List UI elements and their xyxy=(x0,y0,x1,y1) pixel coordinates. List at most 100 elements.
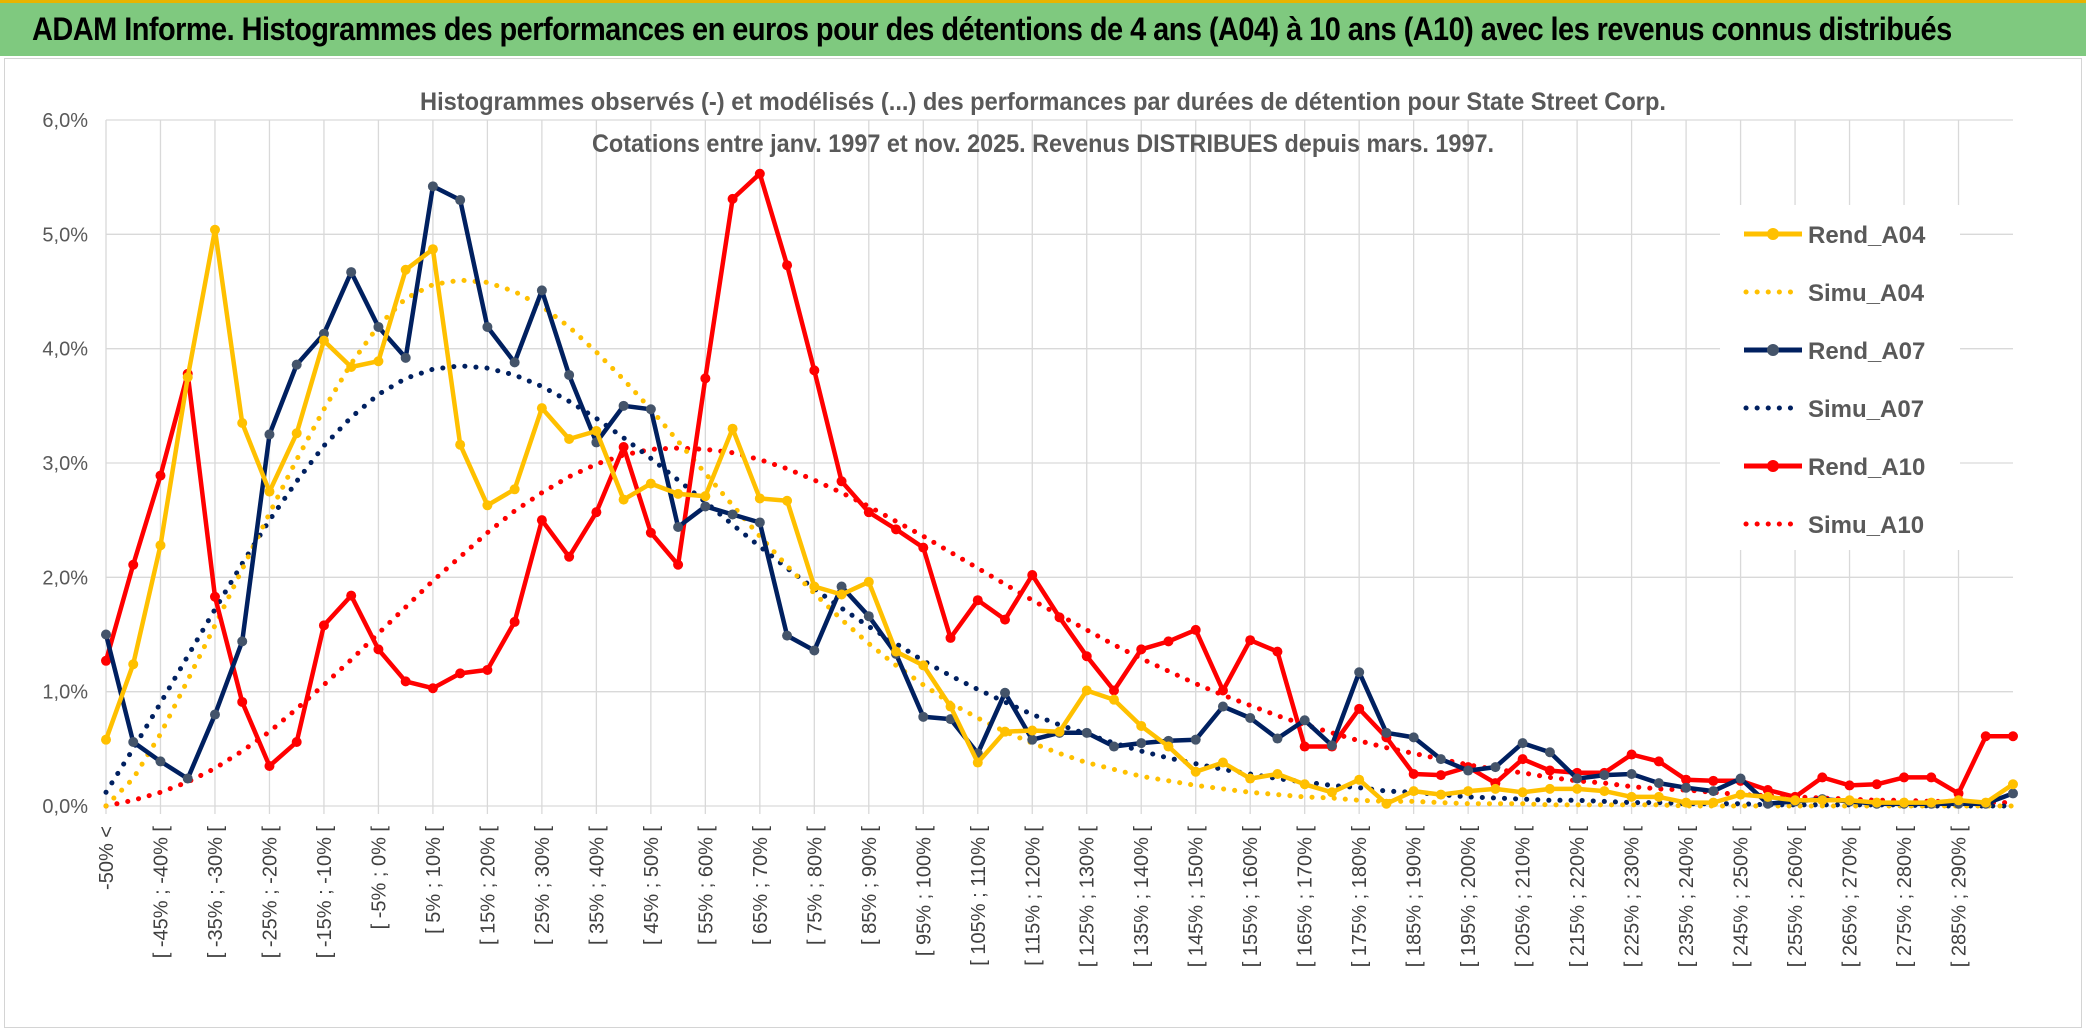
data-point xyxy=(836,581,847,592)
data-point xyxy=(1762,784,1773,795)
y-tick-label: 1,0% xyxy=(42,682,88,704)
x-tick-label: [ 75% ; 80% [ xyxy=(804,826,826,945)
data-point xyxy=(1653,756,1664,767)
data-point xyxy=(237,636,248,647)
data-point xyxy=(945,701,956,712)
data-point xyxy=(836,476,847,487)
x-tick-label: [ 35% ; 40% [ xyxy=(586,826,608,945)
data-point xyxy=(1354,774,1365,785)
chart-title-line: Histogrammes observés (-) et modélisés (… xyxy=(420,88,1666,116)
data-point xyxy=(1326,740,1337,751)
data-point xyxy=(1435,770,1446,781)
data-point xyxy=(618,494,629,505)
data-point xyxy=(918,660,929,671)
data-point xyxy=(2008,731,2018,742)
series-line xyxy=(103,277,2016,809)
data-point xyxy=(809,645,820,656)
data-point xyxy=(673,559,684,570)
legend-item-simu-a10: Simu_A10 xyxy=(1743,512,1924,539)
x-tick-label: [ 115% ; 120% [ xyxy=(1022,826,1044,966)
y-axis: 0,0% 1,0% 2,0% 3,0% 4,0% 5,0% 6,0% xyxy=(42,110,88,818)
data-point xyxy=(863,576,874,587)
data-point xyxy=(536,403,547,414)
data-point xyxy=(700,373,711,384)
data-point xyxy=(1381,798,1392,809)
x-tick-label: [ 175% ; 180% [ xyxy=(1349,826,1371,968)
data-point xyxy=(1844,780,1855,791)
data-point xyxy=(1299,741,1310,752)
data-point xyxy=(373,644,384,655)
data-point xyxy=(1435,789,1446,800)
x-tick-label: [ 245% ; 250% [ xyxy=(1731,826,1753,968)
data-point xyxy=(700,501,711,512)
data-point xyxy=(1000,726,1011,737)
data-point xyxy=(1272,733,1283,744)
x-tick-label: [ 55% ; 60% [ xyxy=(695,826,717,945)
series-rend-a10 xyxy=(101,168,2018,802)
legend-box xyxy=(1720,205,1960,550)
data-point xyxy=(1544,765,1555,776)
data-point xyxy=(1599,770,1610,781)
data-point xyxy=(482,321,493,332)
data-point xyxy=(1817,795,1828,806)
x-tick-label: [ 235% ; 240% [ xyxy=(1676,826,1698,968)
data-point xyxy=(591,425,602,436)
data-point xyxy=(182,372,193,383)
data-point xyxy=(1572,773,1583,784)
data-point xyxy=(455,195,466,206)
data-point xyxy=(1245,773,1256,784)
data-point xyxy=(918,711,929,722)
legend-label: Rend_A04 xyxy=(1808,222,1926,249)
data-point xyxy=(1953,795,1964,806)
data-point xyxy=(1027,725,1038,736)
chart-frame xyxy=(4,58,2082,1028)
data-point xyxy=(1299,715,1310,726)
data-point xyxy=(1517,738,1528,749)
data-point xyxy=(400,264,411,275)
data-point xyxy=(891,524,902,535)
data-point xyxy=(863,507,874,518)
data-point xyxy=(1572,783,1583,794)
data-point xyxy=(972,595,983,606)
data-point xyxy=(1681,797,1692,808)
data-point xyxy=(2008,788,2018,799)
x-tick-label: [ 15% ; 20% [ xyxy=(477,826,499,945)
legend-label: Rend_A07 xyxy=(1808,338,1925,365)
data-point xyxy=(1000,687,1011,698)
data-point xyxy=(1544,747,1555,758)
data-point xyxy=(618,400,629,411)
data-point xyxy=(782,495,793,506)
data-point xyxy=(1653,791,1664,802)
data-point xyxy=(1490,762,1501,773)
data-point xyxy=(101,734,111,745)
data-point xyxy=(536,285,547,296)
x-tick-label: [ 95% ; 100% [ xyxy=(913,826,935,957)
data-point xyxy=(782,260,793,271)
x-tick-label: [ -35% ; -30% [ xyxy=(205,826,227,959)
data-point xyxy=(754,517,765,528)
data-point xyxy=(1217,685,1228,696)
data-point xyxy=(700,491,711,502)
data-point xyxy=(101,655,111,666)
data-point xyxy=(809,365,820,376)
x-tick-label: [ 205% ; 210% [ xyxy=(1513,826,1535,968)
data-point xyxy=(373,321,384,332)
legend-label: Simu_A04 xyxy=(1808,280,1925,307)
data-point xyxy=(727,193,738,204)
data-point xyxy=(1190,766,1201,777)
data-point xyxy=(564,433,575,444)
data-point xyxy=(346,361,357,372)
data-point xyxy=(128,736,139,747)
data-point xyxy=(1354,667,1365,678)
data-point xyxy=(482,664,493,675)
x-axis: -50% < [ -45% ; -40% [[ -35% ; -30% [[ -2… xyxy=(96,826,1971,968)
y-tick-label: 0,0% xyxy=(42,796,88,818)
data-point xyxy=(782,630,793,641)
legend-item-rend-a07: Rend_A07 xyxy=(1744,338,1925,365)
data-point xyxy=(1245,635,1256,646)
data-point xyxy=(1980,797,1991,808)
data-point xyxy=(1354,703,1365,714)
x-tick-label: [ 275% ; 280% [ xyxy=(1894,826,1916,968)
data-point xyxy=(1708,797,1719,808)
data-point xyxy=(1708,775,1719,786)
